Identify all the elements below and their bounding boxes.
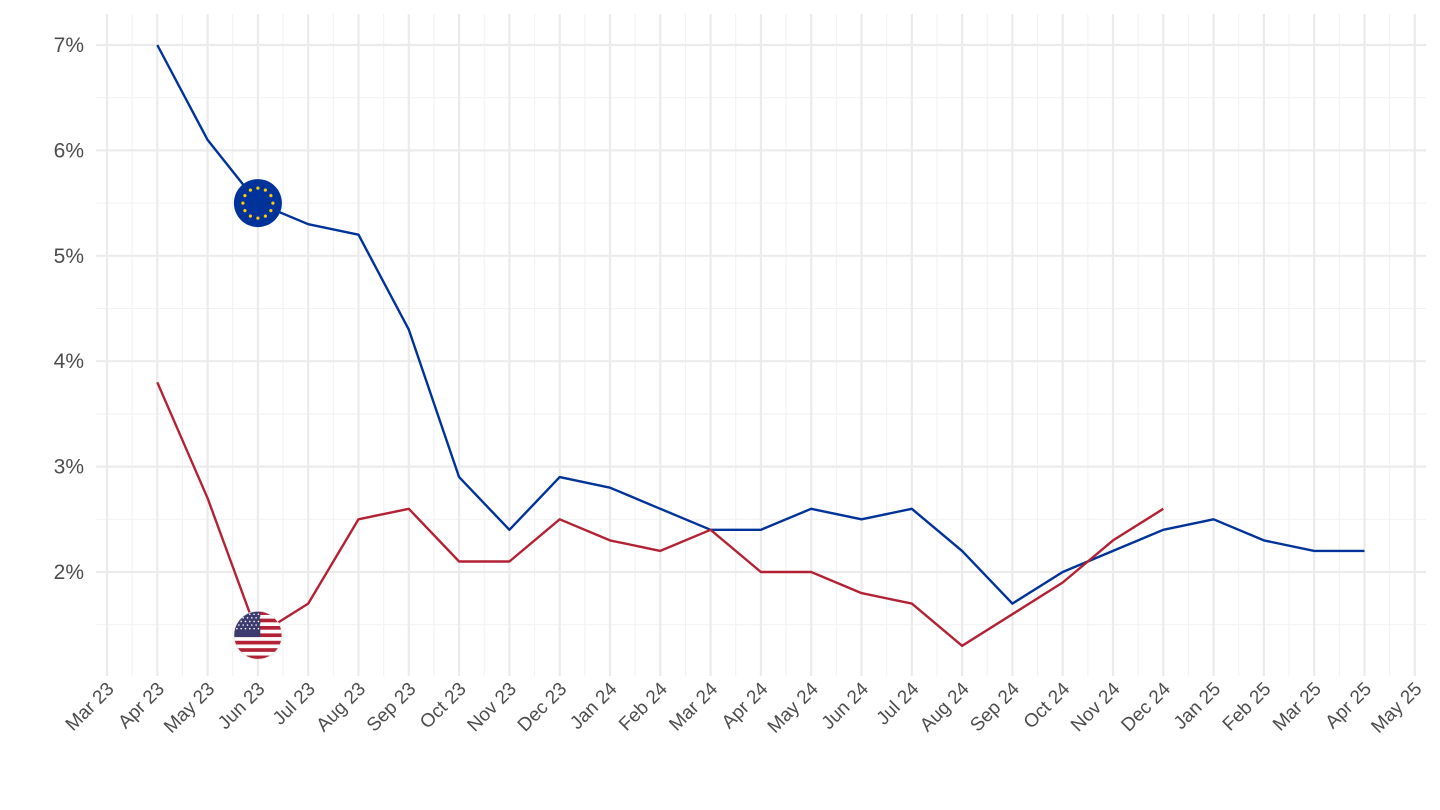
y-tick-label: 5% bbox=[54, 245, 84, 268]
series-markers bbox=[233, 179, 283, 660]
x-tick-label: Apr 23 bbox=[114, 679, 168, 733]
x-tick-label: Jan 25 bbox=[1170, 679, 1225, 734]
x-tick-label: Dec 23 bbox=[514, 679, 571, 736]
x-tick-label: Jan 24 bbox=[566, 678, 621, 733]
y-tick-label: 4% bbox=[54, 350, 84, 373]
x-tick-label: May 25 bbox=[1367, 679, 1426, 738]
y-tick-label: 7% bbox=[54, 34, 84, 57]
us-flag-icon bbox=[233, 610, 283, 660]
x-tick-label: Nov 23 bbox=[464, 679, 521, 736]
eu-flag-icon bbox=[233, 179, 282, 228]
x-tick-label: Sep 24 bbox=[966, 678, 1024, 736]
chart-grid bbox=[96, 14, 1426, 676]
y-axis: 2% 3% 4% 5% 6% 7% bbox=[54, 34, 84, 584]
x-tick-label: Oct 24 bbox=[1020, 678, 1075, 733]
y-tick-label: 6% bbox=[54, 139, 84, 162]
x-tick-label: Aug 24 bbox=[916, 678, 974, 736]
x-tick-label: Mar 23 bbox=[62, 679, 119, 736]
x-tick-label: May 24 bbox=[764, 678, 823, 737]
x-tick-label: Jun 24 bbox=[818, 678, 873, 733]
x-tick-label: Apr 24 bbox=[718, 678, 773, 733]
x-tick-label: Mar 25 bbox=[1269, 679, 1326, 736]
x-tick-label: May 23 bbox=[160, 679, 219, 738]
x-tick-label: Aug 23 bbox=[313, 679, 370, 736]
y-tick-label: 2% bbox=[54, 561, 84, 584]
x-tick-label: Feb 25 bbox=[1219, 679, 1276, 736]
x-tick-label: Feb 24 bbox=[615, 678, 672, 735]
x-tick-label: Nov 24 bbox=[1067, 678, 1125, 736]
y-tick-label: 3% bbox=[54, 456, 84, 479]
series-lines bbox=[156, 44, 1365, 647]
x-tick-label: Apr 25 bbox=[1322, 679, 1376, 733]
x-tick-label: Oct 23 bbox=[416, 679, 470, 733]
x-tick-label: Mar 24 bbox=[665, 678, 722, 735]
x-tick-label: Jun 23 bbox=[214, 679, 269, 734]
x-tick-label: Dec 24 bbox=[1117, 678, 1175, 736]
x-tick-label: Sep 23 bbox=[363, 679, 420, 736]
